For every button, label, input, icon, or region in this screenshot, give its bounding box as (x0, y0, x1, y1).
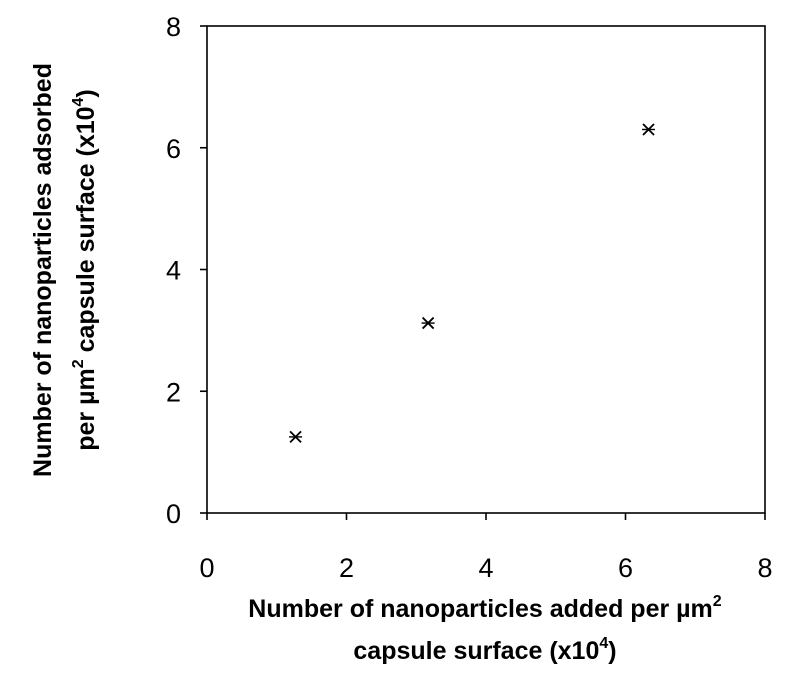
x-tick-label: 8 (757, 553, 772, 583)
y-axis-title-line1: Number of nanoparticles adsorbed (29, 63, 57, 477)
y-tick-label: 8 (166, 12, 181, 42)
x-axis-ticks: 0 2 4 6 8 (199, 513, 773, 583)
data-point (289, 430, 303, 444)
y-tick-label: 4 (166, 256, 181, 286)
y-axis-title-line2: per µm2 capsule surface (x104) (70, 89, 100, 451)
y-tick-label: 0 (166, 499, 181, 529)
y-tick-label: 6 (166, 134, 181, 164)
x-tick-label: 0 (199, 553, 214, 583)
x-axis-title-line2: capsule surface (x104) (353, 635, 616, 665)
y-axis-ticks: 0 2 4 6 8 (166, 12, 207, 529)
data-point (642, 123, 656, 136)
data-points (289, 123, 656, 444)
x-tick-label: 6 (618, 553, 633, 583)
x-axis-title-line1: Number of nanoparticles added per µm2 (248, 593, 722, 623)
y-tick-label: 2 (166, 377, 181, 407)
x-tick-label: 2 (339, 553, 354, 583)
data-point (421, 316, 435, 330)
plot-frame (206, 25, 766, 514)
x-tick-label: 4 (478, 553, 493, 583)
